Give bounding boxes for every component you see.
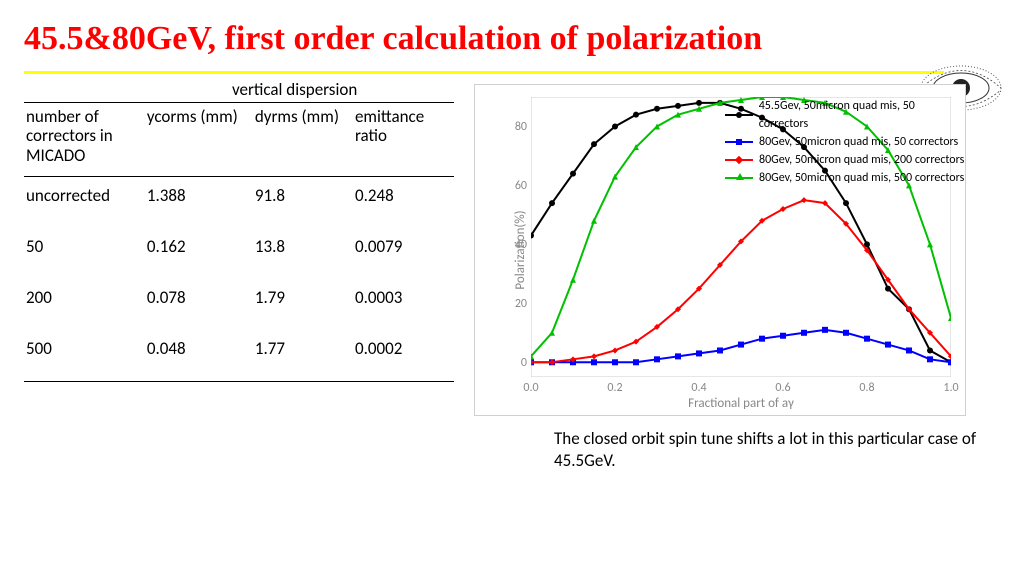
y-tick: 0 <box>505 356 527 370</box>
x-tick: 0.0 <box>523 381 538 395</box>
table-cell: 50 <box>24 228 145 279</box>
table-cell: 0.248 <box>353 176 454 228</box>
legend-swatch <box>725 114 753 116</box>
table-row: 5000.0481.770.0002 <box>24 330 454 382</box>
legend-swatch <box>725 177 753 179</box>
col-header: dyrms (mm) <box>253 102 353 176</box>
x-axis-label: Fractional part of aγ <box>531 396 951 411</box>
table-cell: 0.0003 <box>353 279 454 330</box>
caption: The closed orbit spin tune shifts a lot … <box>554 428 994 471</box>
table-cell: 0.0079 <box>353 228 454 279</box>
legend-item: 45.5Gev, 50micron quad mis, 50 corrector… <box>725 97 965 133</box>
legend-item: 80Gev, 50micron quad mis, 500 correctors <box>725 169 965 187</box>
data-table: number of correctors in MICADO ycorms (m… <box>24 102 454 382</box>
legend: 45.5Gev, 50micron quad mis, 50 corrector… <box>725 97 965 187</box>
table-cell: 0.078 <box>145 279 253 330</box>
table-cell: 1.79 <box>253 279 353 330</box>
col-header: ycorms (mm) <box>145 102 253 176</box>
table-cell: 1.388 <box>145 176 253 228</box>
legend-label: 45.5Gev, 50micron quad mis, 50 corrector… <box>759 97 965 133</box>
table-section: vertical dispersion number of correctors… <box>24 80 464 471</box>
page-title: 45.5&80GeV, first order calculation of p… <box>24 20 1000 57</box>
table-row: 2000.0781.790.0003 <box>24 279 454 330</box>
x-tick: 0.8 <box>859 381 874 395</box>
slide: 45.5&80GeV, first order calculation of p… <box>0 0 1024 576</box>
table-cell: 0.162 <box>145 228 253 279</box>
table-cell: 200 <box>24 279 145 330</box>
table-row: uncorrected1.38891.80.248 <box>24 176 454 228</box>
x-tick: 0.2 <box>607 381 622 395</box>
x-tick: 0.4 <box>691 381 706 395</box>
table-cell: 0.048 <box>145 330 253 382</box>
legend-item: 80Gev, 50micron quad mis, 200 correctors <box>725 151 965 169</box>
x-tick: 0.6 <box>775 381 790 395</box>
table-header-row: number of correctors in MICADO ycorms (m… <box>24 102 454 176</box>
legend-marker <box>736 173 744 180</box>
divider-rule <box>24 71 944 74</box>
table-cell: uncorrected <box>24 176 145 228</box>
table-cell: 91.8 <box>253 176 353 228</box>
y-tick: 20 <box>505 297 527 311</box>
y-tick: 60 <box>505 179 527 193</box>
legend-label: 80Gev, 50micron quad mis, 200 correctors <box>759 151 964 169</box>
table-cell: 1.77 <box>253 330 353 382</box>
legend-marker <box>736 139 742 145</box>
legend-swatch <box>725 141 753 143</box>
legend-swatch <box>725 159 753 161</box>
content-row: vertical dispersion number of correctors… <box>24 80 1000 471</box>
table-cell: 0.0002 <box>353 330 454 382</box>
y-tick: 80 <box>505 120 527 134</box>
col-header: emittance ratio <box>353 102 454 176</box>
chart-section: Polarization(%) 45.5Gev, 50micron quad m… <box>474 80 1000 471</box>
legend-item: 80Gev, 50micron quad mis, 50 correctors <box>725 133 965 151</box>
super-header: vertical dispersion <box>232 80 464 100</box>
table-body: uncorrected1.38891.80.248500.16213.80.00… <box>24 176 454 381</box>
col-header: number of correctors in MICADO <box>24 102 145 176</box>
table-cell: 13.8 <box>253 228 353 279</box>
y-tick: 40 <box>505 238 527 252</box>
legend-marker <box>735 156 743 164</box>
legend-label: 80Gev, 50micron quad mis, 50 correctors <box>759 133 958 151</box>
x-tick: 1.0 <box>943 381 958 395</box>
legend-label: 80Gev, 50micron quad mis, 500 correctors <box>759 169 964 187</box>
legend-marker <box>736 112 742 118</box>
chart-box: Polarization(%) 45.5Gev, 50micron quad m… <box>474 84 966 416</box>
table-cell: 500 <box>24 330 145 382</box>
table-row: 500.16213.80.0079 <box>24 228 454 279</box>
